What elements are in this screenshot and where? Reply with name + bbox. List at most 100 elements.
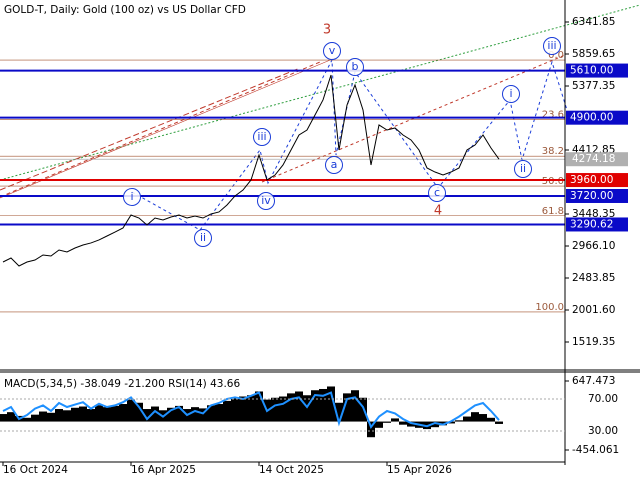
x-tick-label: 15 Apr 2026 (387, 464, 452, 476)
macd-bar (119, 404, 127, 422)
macd-bar (103, 407, 111, 422)
macd-bar (71, 407, 79, 422)
macd-bar (239, 396, 247, 422)
macd-bar (375, 421, 383, 428)
current-price-label: 4274.18 (572, 153, 615, 165)
wave-circle (257, 192, 275, 210)
fib-label: 23.6 (542, 109, 564, 120)
y-tick-label: 5377.35 (572, 80, 615, 92)
macd-bar (319, 388, 327, 422)
macd-bar (479, 414, 487, 422)
macd-bar (247, 395, 255, 422)
chart-title: GOLD-T, Daily: Gold (100 oz) vs US Dolla… (4, 4, 246, 16)
rsi-line (2, 391, 500, 430)
macd-bar (207, 405, 215, 422)
level-box (566, 173, 628, 188)
macd-bar (327, 386, 335, 422)
wave-circle (323, 42, 341, 60)
wave-circle (428, 184, 446, 202)
macd-tick-label: 647.473 (572, 375, 615, 387)
level-box (566, 217, 628, 232)
x-tick-label: 14 Oct 2025 (259, 464, 324, 476)
macd-bar (127, 399, 135, 422)
wave-circle (346, 58, 364, 76)
x-tick-label: 16 Oct 2024 (3, 464, 68, 476)
price-line (2, 74, 500, 267)
degree-label: 4 (434, 204, 442, 219)
wave-label: ii (520, 162, 526, 175)
y-tick-label: 5859.65 (572, 48, 615, 60)
wave-circle (123, 188, 141, 206)
macd-bar (279, 396, 287, 422)
macd-bar (431, 421, 439, 428)
macd-bar (487, 417, 495, 422)
macd-bar (55, 409, 63, 422)
y-tick-label: 3448.35 (572, 208, 615, 220)
macd-bar (23, 417, 31, 422)
macd-bar (135, 402, 143, 422)
wave-label: i (130, 190, 133, 203)
macd-bar (295, 391, 303, 422)
macd-bar (31, 414, 39, 422)
macd-bar (463, 416, 471, 422)
macd-bar (471, 412, 479, 422)
fib-label: 50.0 (542, 176, 564, 187)
level-label: 4900.00 (570, 112, 613, 124)
level-label: 3720.00 (570, 190, 613, 202)
rsi-tick-label: 30.00 (588, 425, 618, 437)
macd-bar (447, 421, 455, 424)
macd-bar (167, 407, 175, 422)
macd-bar (39, 411, 47, 422)
macd-bar (407, 421, 415, 427)
macd-bar (391, 418, 399, 422)
fib-label: 100.0 (535, 302, 564, 313)
macd-bar (199, 408, 207, 422)
wave-label: c (434, 186, 440, 199)
wave-circle (325, 156, 343, 174)
macd-bar (63, 410, 71, 422)
macd-bar (343, 393, 351, 422)
level-label: 3290.62 (570, 218, 613, 230)
macd-bar (0, 414, 7, 422)
macd-bar (215, 404, 223, 422)
wave-label: b (352, 60, 359, 73)
indicator-title: MACD(5,34,5) -38.049 -21.200 RSI(14) 43.… (4, 378, 240, 390)
level-label: 3960.00 (570, 174, 613, 186)
wave-circle (253, 128, 271, 146)
wave-circle (514, 160, 532, 178)
y-tick-label: 6341.85 (572, 16, 615, 28)
macd-bar (439, 421, 447, 426)
wave-label: iii (257, 130, 266, 143)
channel-line (0, 61, 321, 198)
wave-label: ii (200, 231, 206, 244)
trend-line (0, 4, 640, 181)
macd-bar (95, 405, 103, 422)
macd-bar (383, 421, 391, 423)
y-tick-label: 2966.10 (572, 240, 615, 252)
wave-circle (502, 85, 520, 103)
wave-label: v (329, 44, 336, 57)
wave-circle (543, 37, 561, 55)
macd-bar (367, 421, 375, 438)
wave-circle (194, 229, 212, 247)
x-tick-label: 16 Apr 2025 (131, 464, 196, 476)
macd-bar (335, 402, 343, 422)
macd-bar (191, 407, 199, 422)
fib-label: 38.2 (542, 146, 564, 157)
channel-line (0, 57, 336, 199)
y-tick-label: 2483.85 (572, 272, 615, 284)
level-label: 5610.00 (570, 65, 613, 77)
macd-bar (351, 390, 359, 422)
fib-label: 61.8 (542, 206, 564, 217)
levels: 0.0 23.6 38.2 50.0 61.8 100.0 (0, 50, 565, 313)
level-box (566, 110, 628, 125)
degree-label: 3 (323, 23, 331, 38)
wave-label: iii (547, 39, 556, 52)
macd-bar (311, 390, 319, 422)
macd-bar (87, 409, 95, 422)
macd-bar (287, 393, 295, 422)
macd-bar (455, 420, 463, 422)
